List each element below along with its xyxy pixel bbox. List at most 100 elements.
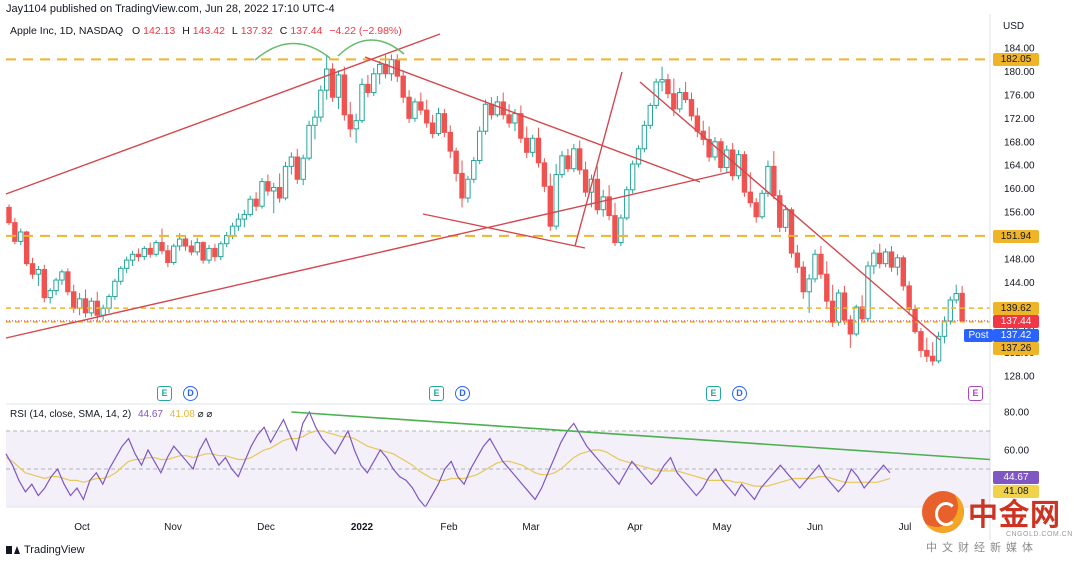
dividend-icon[interactable]: D: [183, 386, 198, 401]
low-label: L: [231, 25, 238, 37]
candle-body: [718, 141, 724, 169]
candle-body: [788, 209, 795, 254]
candle-body: [265, 181, 271, 192]
rsi-sma-line: [5, 430, 891, 487]
candle-body: [506, 114, 512, 124]
candle-body: [6, 206, 12, 224]
candle-body: [294, 156, 300, 180]
head-arc: [337, 39, 405, 57]
change-value: −4.22 (−2.98%): [329, 25, 402, 37]
trendline: [364, 56, 701, 183]
candle-body: [576, 148, 583, 171]
candle-body: [494, 101, 501, 116]
high-value: 143.42: [192, 25, 225, 37]
candle-body: [147, 247, 153, 255]
candle-body: [88, 300, 95, 314]
symbol-label[interactable]: Apple Inc, 1D, NASDAQ: [10, 25, 124, 37]
candle-body: [935, 335, 942, 362]
candle-body: [347, 114, 353, 130]
price-tick-label: 164.00: [1004, 161, 1035, 172]
trendline-drawings: [5, 33, 941, 341]
close-label: C: [279, 25, 288, 37]
rsi-settings-icons[interactable]: ⌀ ⌀: [197, 409, 213, 420]
candle-body: [853, 306, 859, 335]
time-tick-label: Mar: [522, 522, 540, 533]
tradingview-logo-icon: [6, 546, 20, 555]
time-axis: Oct Nov Dec 2022 Feb Mar Apr May Jun Jul: [6, 506, 990, 533]
candle-body: [247, 198, 253, 215]
high-label: H: [182, 25, 190, 37]
candle-body: [871, 252, 877, 267]
candle-body: [847, 319, 854, 335]
candle-body: [706, 138, 712, 158]
price-axis: 184.00 180.00 176.00 172.00 168.00 164.00 160.…: [989, 14, 1035, 540]
candle-body: [571, 148, 577, 170]
candle-body: [582, 169, 589, 193]
candle-body: [329, 68, 336, 98]
published-by-text: Jay1104 published on TradingView.com, Ju…: [6, 3, 335, 15]
candle-body: [59, 271, 65, 281]
candle-body: [253, 198, 259, 207]
level-139-tag: 139.62: [993, 302, 1039, 315]
price-tick-label: 176.00: [1004, 90, 1035, 101]
earnings-icon[interactable]: E: [157, 386, 172, 401]
candle-body: [947, 299, 954, 322]
candle-body: [276, 186, 283, 199]
time-tick-label: Jun: [807, 522, 823, 533]
candle-body: [12, 222, 18, 242]
candle-body: [324, 68, 330, 91]
candle-body: [959, 292, 965, 322]
candle-body: [141, 247, 148, 258]
watermark-url: CNGOLD.COM.CN: [1006, 531, 1073, 538]
candle-body: [435, 113, 442, 135]
candle-body: [41, 269, 48, 299]
candle-body: [665, 79, 671, 95]
candle-body: [376, 63, 383, 75]
candle-body: [441, 113, 448, 133]
candle-body: [453, 150, 459, 174]
candle-body: [71, 291, 77, 309]
watermark-subtitle: 中文财经新媒体: [926, 542, 1038, 554]
candle-body: [635, 148, 642, 165]
open-label: O: [131, 25, 141, 37]
price-grid: [6, 40, 990, 400]
tradingview-footer[interactable]: TradingView: [6, 544, 85, 556]
candle-body: [18, 231, 24, 242]
candle-body: [924, 349, 930, 357]
candle-body: [941, 320, 948, 337]
dividend-icon[interactable]: D: [455, 386, 470, 401]
candle-body: [929, 355, 936, 362]
earnings-icon[interactable]: E: [429, 386, 444, 401]
time-tick-label: Feb: [440, 522, 458, 533]
candle-body: [194, 242, 200, 253]
candle-body: [618, 217, 624, 244]
candle-body: [206, 247, 212, 261]
candle-body: [765, 165, 771, 194]
rsi-value-tag: 44.67: [993, 471, 1039, 484]
candle-body: [82, 298, 89, 314]
earnings-icon[interactable]: E: [968, 386, 983, 401]
candle-body: [447, 131, 453, 152]
close-value: 137.44: [290, 25, 323, 37]
dividend-icon[interactable]: D: [732, 386, 747, 401]
candle-body: [353, 120, 359, 130]
candle-body: [218, 243, 224, 258]
watermark-brand: 中金网: [968, 499, 1061, 532]
price-tick-label: 184.00: [1004, 44, 1035, 55]
cngold-logo-icon: [922, 491, 964, 533]
rsi-legend[interactable]: RSI (14, close, SMA, 14, 2) 44.67 41.08 …: [10, 409, 212, 420]
candle-body: [76, 298, 83, 309]
candle-body: [888, 251, 895, 268]
price-tick-label: 160.00: [1004, 184, 1035, 195]
candle-body: [771, 165, 777, 197]
candle-body: [65, 271, 71, 293]
earnings-icon[interactable]: E: [706, 386, 721, 401]
candle-body: [106, 295, 112, 309]
candle-body: [29, 263, 36, 275]
price-tick-label: 180.00: [1004, 67, 1035, 78]
candle-body: [182, 238, 189, 247]
candle-body: [429, 122, 436, 135]
candle-body: [518, 113, 524, 139]
